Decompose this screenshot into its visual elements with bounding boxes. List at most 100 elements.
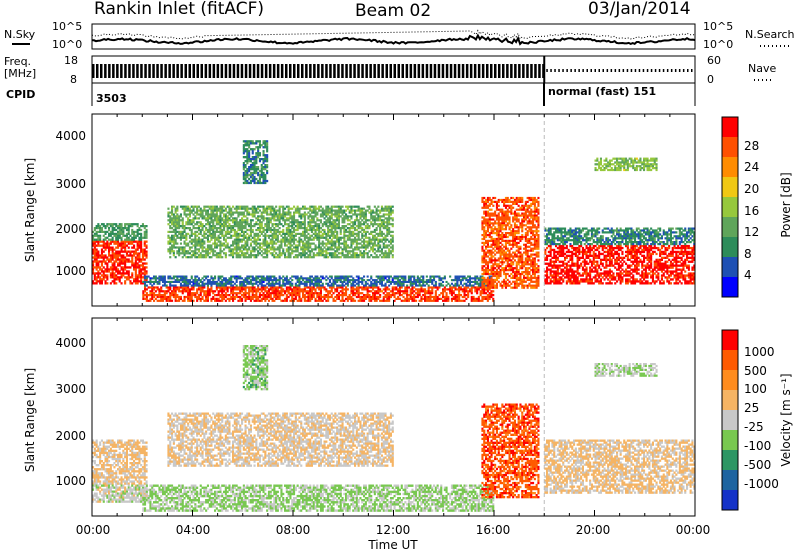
power-echo-cell (253, 282, 256, 285)
power-echo-cell (418, 299, 421, 302)
freq-bar (252, 64, 256, 78)
power-echo-cell (233, 286, 236, 289)
power-echo-cell (341, 213, 344, 216)
power-echo-cell (273, 223, 276, 226)
power-echo-cell (122, 262, 125, 265)
power-echo-cell (298, 213, 301, 216)
power-echo-cell (201, 211, 204, 214)
power-echo-cell (108, 232, 111, 235)
power-echo-cell (118, 272, 121, 275)
power-echo-cell (476, 275, 479, 278)
power-echo-cell (361, 240, 364, 243)
power-echo-cell (120, 223, 123, 226)
power-echo-cell (332, 299, 335, 302)
power-echo-cell (411, 286, 414, 289)
freq-bar (626, 69, 629, 72)
power-echo-cell (287, 256, 290, 259)
power-echo-cell (217, 227, 220, 230)
power-echo-cell (361, 232, 364, 235)
freq-bar (566, 69, 568, 72)
freq-bar (309, 64, 312, 78)
power-echo-cell (104, 236, 107, 239)
power-echo-cell (221, 209, 224, 212)
power-echo-cell (264, 295, 267, 299)
power-echo-cell (380, 284, 383, 287)
power-echo-cell (134, 278, 137, 281)
power-echo-cell (334, 227, 337, 230)
power-echo-cell (275, 230, 278, 233)
power-echo-cell (258, 279, 261, 282)
power-echo-cell (233, 295, 236, 299)
power-echo-cell (117, 264, 120, 267)
power-echo-cell (230, 295, 233, 299)
power-echo-cell (334, 290, 337, 293)
power-echo-cell (179, 242, 182, 245)
power-echo-cell (140, 238, 143, 241)
power-echo-cell (264, 297, 267, 300)
power-echo-cell (233, 248, 236, 251)
power-echo-cell (442, 294, 445, 297)
power-echo-cell (115, 225, 118, 228)
power-echo-cell (330, 217, 333, 220)
power-echo-cell (294, 290, 297, 293)
power-echo-cell (232, 295, 235, 299)
power-echo-cell (183, 288, 186, 291)
power-echo-cell (224, 294, 227, 297)
power-echo-cell (158, 288, 161, 291)
power-echo-cell (316, 232, 319, 235)
power-echo-cell (120, 254, 123, 257)
power-echo-cell (219, 282, 222, 285)
power-echo-cell (237, 236, 240, 239)
power-echo-cell (289, 234, 292, 237)
power-echo-cell (192, 205, 195, 208)
power-echo-cell (379, 228, 382, 232)
power-echo-cell (176, 280, 179, 283)
power-echo-cell (255, 279, 258, 282)
power-echo-cell (350, 215, 353, 218)
power-echo-cell (95, 276, 98, 279)
power-echo-cell (375, 217, 378, 220)
power-echo-cell (402, 280, 405, 283)
power-echo-cell (223, 252, 226, 255)
power-echo-cell (341, 292, 344, 295)
power-echo-cell (336, 275, 339, 278)
power-echo-cell (181, 250, 184, 253)
power-echo-cell (109, 230, 112, 233)
power-echo-cell (373, 256, 376, 259)
power-echo-cell (223, 244, 226, 247)
power-echo-cell (298, 299, 301, 302)
power-echo-cell (251, 250, 254, 253)
power-echo-cell (418, 282, 421, 285)
power-echo-cell (113, 254, 116, 257)
power-echo-cell (124, 272, 127, 275)
power-echo-cell (303, 299, 306, 302)
power-echo-cell (325, 234, 328, 237)
power-echo-cell (285, 232, 288, 235)
power-echo-cell (310, 295, 313, 299)
power-echo-cell (197, 294, 200, 297)
power-echo-cell (413, 286, 416, 289)
power-echo-cell (316, 252, 319, 255)
power-echo-cell (474, 277, 477, 280)
power-echo-cell (246, 282, 249, 285)
power-echo-cell (172, 219, 175, 222)
power-echo-cell (307, 250, 310, 253)
power-echo-cell (368, 219, 371, 222)
power-echo-cell (379, 234, 382, 237)
power-echo-cell (470, 292, 473, 295)
power-echo-cell (194, 205, 197, 208)
power-echo-cell (391, 217, 394, 220)
power-echo-cell (201, 240, 204, 243)
power-echo-cell (296, 227, 299, 230)
power-echo-cell (230, 252, 233, 255)
power-echo-cell (253, 256, 256, 259)
power-echo-cell (368, 299, 371, 302)
power-echo-cell (440, 297, 443, 300)
power-echo-cell (169, 215, 172, 218)
power-echo-cell (169, 299, 172, 302)
power-echo-cell (212, 207, 215, 210)
power-echo-cell (328, 279, 331, 282)
power-echo-cell (215, 244, 218, 247)
power-echo-cell (395, 280, 398, 283)
power-echo-cell (255, 292, 258, 295)
